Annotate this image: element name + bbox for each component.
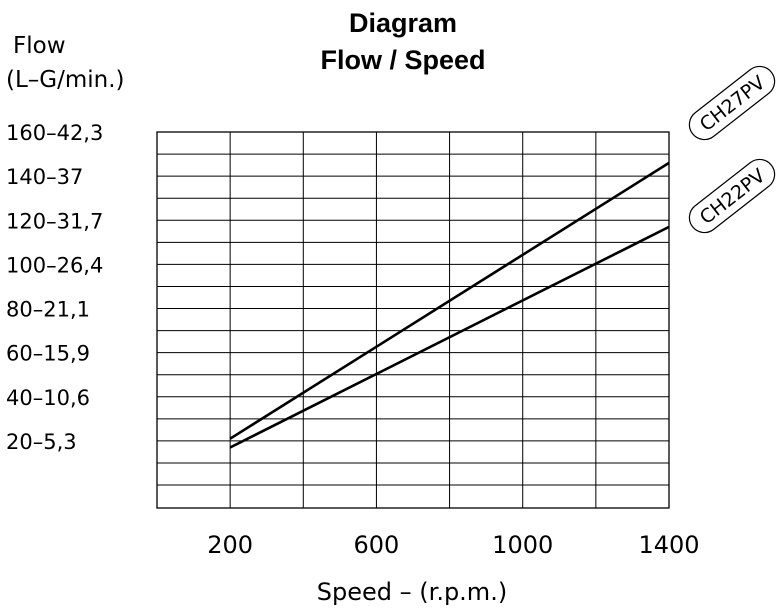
y-tick-label: 120–31,7 <box>6 209 103 233</box>
series-tag-ch22pv: CH22PV <box>688 158 776 234</box>
y-tick-labels: 160–42,3 140–37 120–31,7 100–26,4 80–21,1 60–… <box>6 121 103 454</box>
chart-title: Diagram <box>349 8 457 38</box>
y-axis-label-line2: (L–G/min.) <box>6 67 125 93</box>
y-tick-label: 60–15,9 <box>6 342 90 366</box>
x-tick-label: 1400 <box>638 531 699 559</box>
series-legend-tags: CH27PV CH22PV <box>688 65 776 234</box>
series-line-ch22pv <box>229 225 670 449</box>
x-tick-labels: 200 600 1000 1400 <box>207 531 699 559</box>
plot-frame <box>156 131 670 509</box>
chart-subtitle: Flow / Speed <box>320 45 485 75</box>
y-tick-label: 80–21,1 <box>6 298 90 322</box>
y-tick-label: 140–37 <box>6 165 83 189</box>
x-tick-label: 1000 <box>492 531 553 559</box>
x-tick-label: 600 <box>354 531 400 559</box>
series-tag-outline <box>688 65 776 141</box>
y-axis-label-line1: Flow <box>13 33 66 59</box>
series-tag-ch27pv: CH27PV <box>688 65 776 141</box>
series-lines <box>229 161 670 449</box>
x-axis-label: Speed – (r.p.m.) <box>317 578 507 606</box>
series-tag-outline <box>688 158 776 234</box>
y-tick-label: 160–42,3 <box>6 121 103 145</box>
y-tick-label: 40–10,6 <box>6 386 90 410</box>
y-tick-label: 20–5,3 <box>6 430 77 454</box>
series-line-ch27pv <box>229 161 670 440</box>
x-tick-label: 200 <box>207 531 253 559</box>
y-tick-label: 100–26,4 <box>6 253 103 277</box>
grid <box>156 131 670 509</box>
